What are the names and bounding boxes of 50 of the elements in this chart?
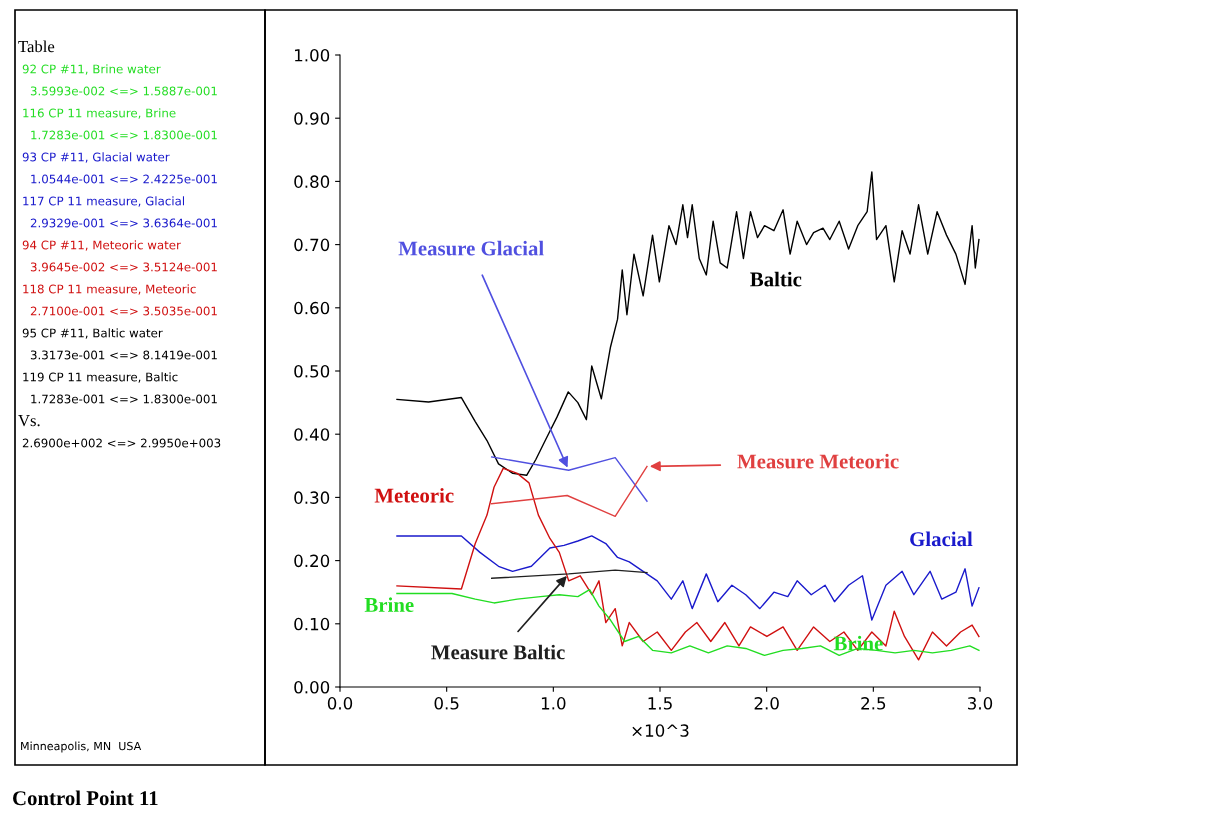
text: Measure Baltic (431, 644, 565, 660)
x-tick-label: 0.5 (434, 697, 459, 710)
text: 92 CP #11, Brine water (22, 64, 161, 75)
text: Vs. (18, 415, 40, 427)
line-series (396, 171, 980, 476)
line-series (490, 465, 648, 518)
x-tick-label: 1.0 (541, 697, 566, 710)
y-tick-label: 0.10 (294, 617, 330, 631)
series-label: Meteoric (374, 487, 454, 503)
x-tick-label: 1.5 (648, 697, 672, 710)
series-label: Glacial (910, 531, 973, 547)
text: 118 CP 11 measure, Meteoric (23, 284, 196, 295)
series-label: Brine (364, 597, 414, 612)
y-tick-label: 0.80 (294, 175, 330, 188)
y-tick-label: 0.60 (294, 301, 330, 315)
text: 116 CP 11 measure, Brine (23, 108, 176, 119)
text: 1.7283e-001 <=> 1.8300e-001 (31, 130, 217, 140)
text: 117 CP 11 measure, Glacial (23, 196, 184, 207)
x-tick-label: 3.0 (968, 697, 993, 710)
x-tick-label: 0.0 (327, 697, 353, 710)
text: Table (18, 40, 55, 53)
y-tick-label: 0.30 (294, 491, 330, 504)
legend-label: Measure Meteoric (737, 453, 899, 469)
x-axis-title: ×10^3 (632, 724, 689, 737)
text: 2.6900e+002 <=> 2.9950e+003 (22, 438, 221, 448)
text: Minneapolis, MN USA (21, 741, 142, 753)
text: 119 CP 11 measure, Baltic (23, 372, 178, 383)
y-tick-label: 0.70 (294, 238, 330, 252)
text: 3.5993e-002 <=> 1.5887e-001 (30, 86, 217, 96)
text: Control Point 11 (13, 790, 158, 806)
x-tick-label: 2.5 (861, 697, 886, 710)
text: 93 CP #11, Glacial water (22, 152, 170, 163)
text: 3.3173e-001 <=> 8.1419e-001 (30, 350, 217, 360)
text: 1.7283e-001 <=> 1.8300e-001 (31, 394, 217, 404)
text: 1.0544e-001 <=> 2.4225e-001 (31, 174, 217, 184)
y-tick-label: 0.50 (294, 364, 330, 378)
text: 94 CP #11, Meteoric water (22, 240, 181, 251)
y-tick-label: 1.00 (295, 48, 330, 62)
text: Measure Glacial (398, 240, 544, 256)
text: 2.7100e-001 <=> 3.5035e-001 (30, 306, 217, 316)
text: 2.9329e-001 <=> 3.6364e-001 (30, 218, 217, 228)
line-series (490, 456, 648, 502)
y-tick-label: 0.20 (294, 554, 330, 568)
y-tick-label: 0.40 (294, 428, 330, 441)
series-label: Baltic (750, 271, 802, 287)
y-tick-label: 0.90 (294, 112, 330, 125)
text: 3.9645e-002 <=> 3.5124e-001 (30, 262, 217, 272)
y-tick-label: 0.00 (294, 680, 330, 694)
x-tick-label: 2.0 (754, 697, 779, 710)
text: 95 CP #11, Baltic water (22, 328, 163, 339)
